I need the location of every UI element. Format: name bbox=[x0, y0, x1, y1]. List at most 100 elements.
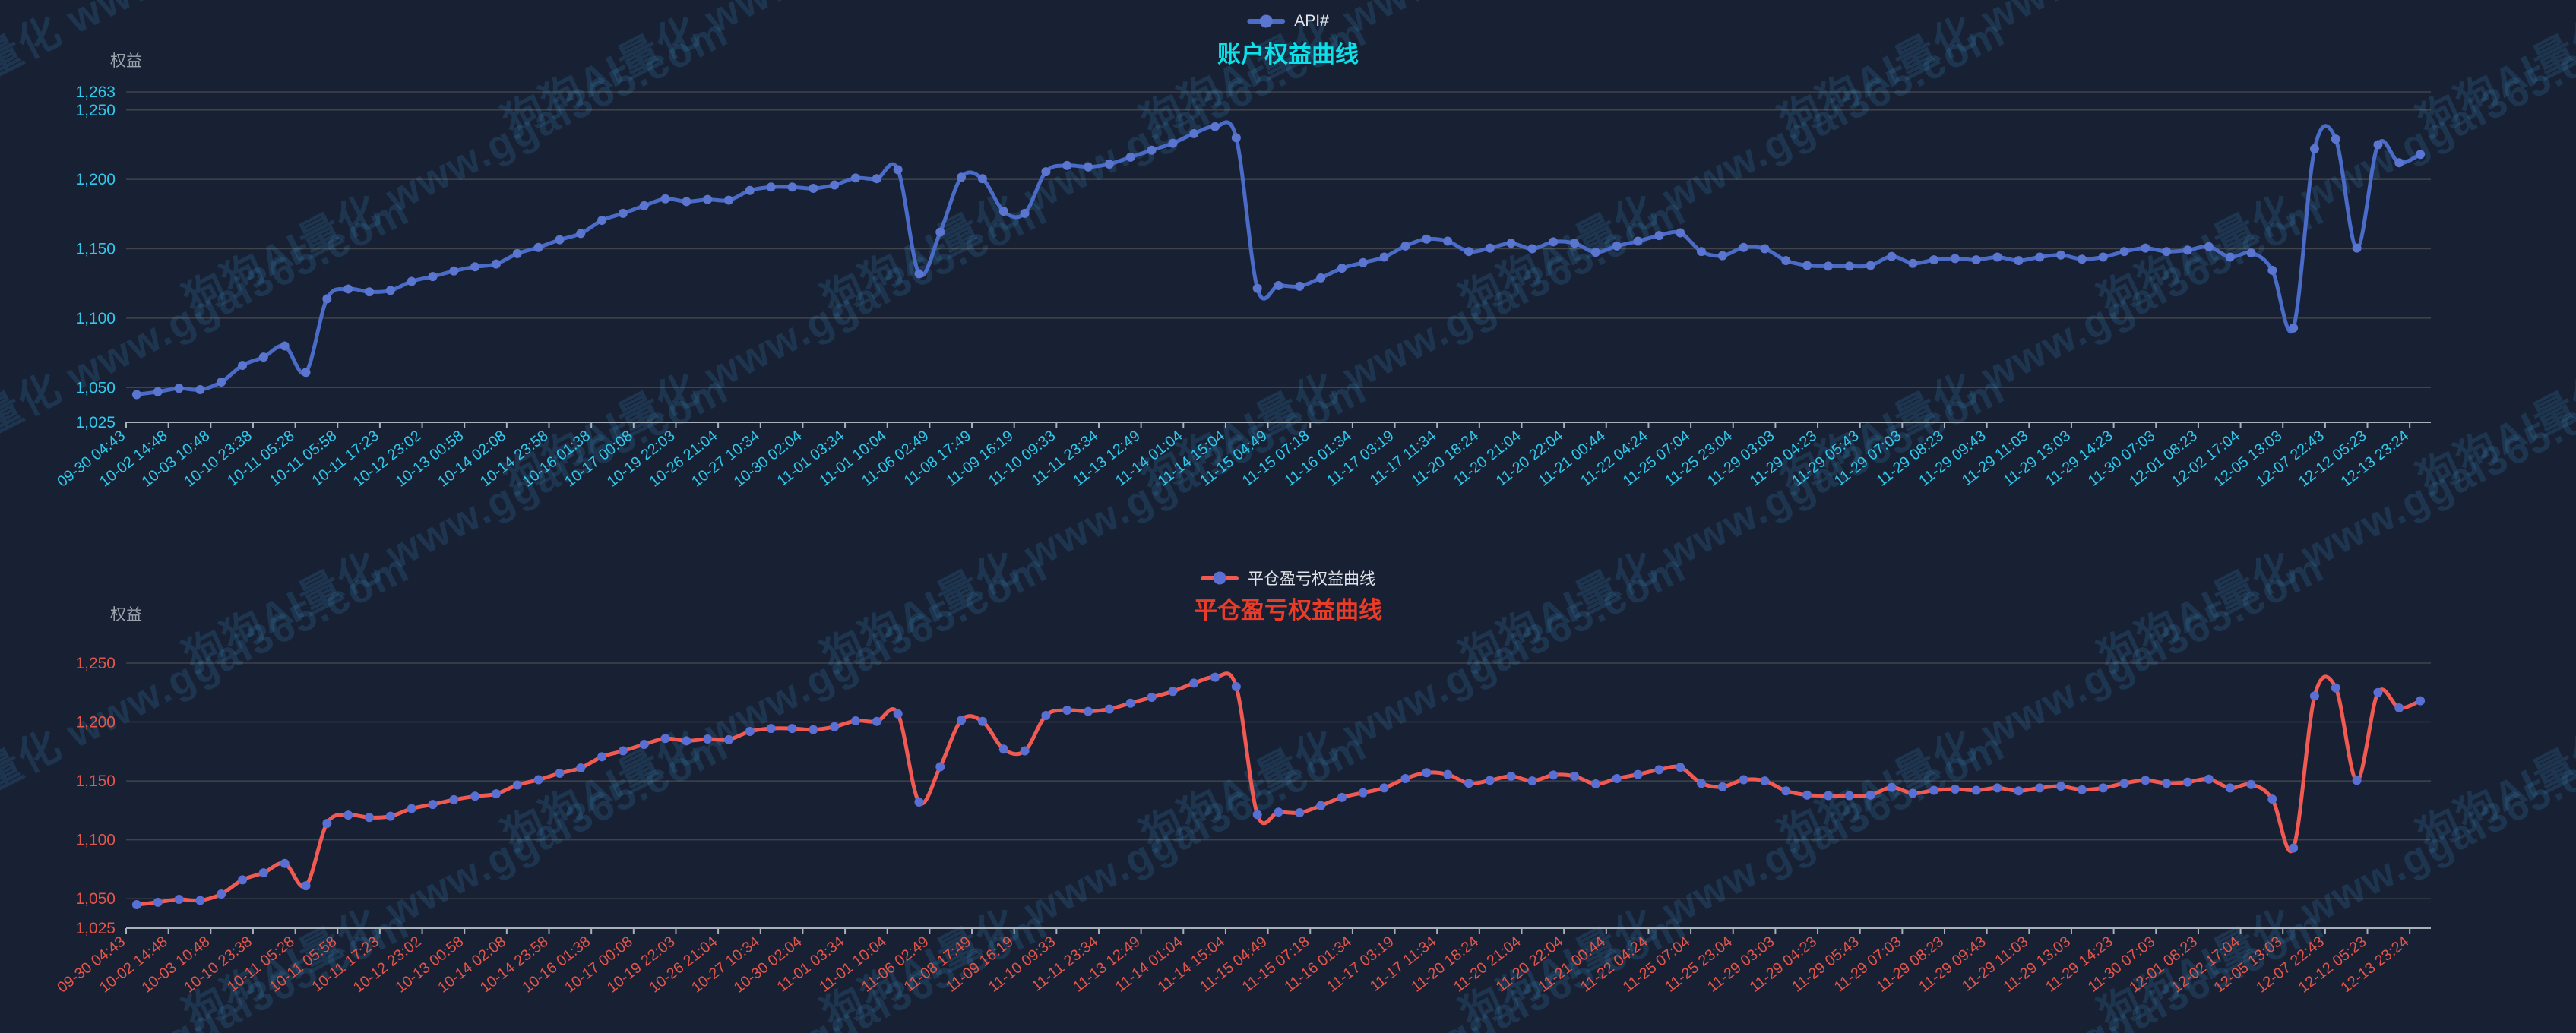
data-point[interactable] bbox=[2225, 252, 2235, 262]
data-point[interactable] bbox=[2394, 158, 2404, 168]
data-point[interactable] bbox=[2098, 783, 2108, 793]
data-point[interactable] bbox=[1717, 782, 1727, 791]
data-point[interactable] bbox=[576, 763, 586, 773]
data-point[interactable] bbox=[1147, 145, 1157, 155]
data-point[interactable] bbox=[1316, 801, 1326, 810]
data-point[interactable] bbox=[660, 194, 670, 204]
data-point[interactable] bbox=[1929, 785, 1939, 795]
data-point[interactable] bbox=[1231, 133, 1241, 143]
data-point[interactable] bbox=[301, 881, 311, 891]
data-point[interactable] bbox=[1760, 776, 1770, 786]
data-point[interactable] bbox=[2289, 843, 2299, 853]
data-point[interactable] bbox=[131, 390, 141, 400]
data-point[interactable] bbox=[660, 734, 670, 744]
data-point[interactable] bbox=[385, 286, 395, 295]
data-point[interactable] bbox=[1802, 261, 1812, 270]
data-point[interactable] bbox=[682, 736, 691, 746]
data-point[interactable] bbox=[428, 272, 438, 282]
data-point[interactable] bbox=[174, 384, 184, 393]
data-point[interactable] bbox=[2416, 150, 2426, 160]
data-point[interactable] bbox=[1084, 706, 1093, 716]
data-point[interactable] bbox=[1041, 167, 1051, 177]
data-point[interactable] bbox=[1168, 138, 1178, 148]
legend-item-closed-pnl[interactable]: 平仓盈亏权益曲线 bbox=[1201, 567, 1375, 589]
data-point[interactable] bbox=[639, 201, 649, 210]
data-point[interactable] bbox=[470, 791, 480, 801]
data-point[interactable] bbox=[2162, 779, 2172, 788]
data-point[interactable] bbox=[1549, 237, 1559, 247]
data-point[interactable] bbox=[2225, 783, 2235, 793]
data-point[interactable] bbox=[2035, 783, 2045, 793]
data-point[interactable] bbox=[1908, 788, 1918, 798]
data-point[interactable] bbox=[745, 185, 755, 195]
data-point[interactable] bbox=[1950, 784, 1960, 794]
data-point[interactable] bbox=[2098, 252, 2108, 262]
data-point[interactable] bbox=[682, 197, 691, 207]
data-point[interactable] bbox=[491, 789, 501, 799]
data-point[interactable] bbox=[1485, 776, 1495, 785]
data-point[interactable] bbox=[935, 762, 945, 772]
data-point[interactable] bbox=[1676, 228, 1685, 238]
data-point[interactable] bbox=[385, 811, 395, 821]
data-point[interactable] bbox=[1549, 770, 1559, 780]
data-point[interactable] bbox=[449, 266, 459, 276]
data-point[interactable] bbox=[2141, 243, 2150, 253]
data-point[interactable] bbox=[745, 726, 755, 736]
data-point[interactable] bbox=[1612, 774, 1622, 784]
data-point[interactable] bbox=[893, 165, 903, 175]
data-point[interactable] bbox=[1570, 239, 1580, 248]
data-point[interactable] bbox=[957, 172, 967, 182]
data-point[interactable] bbox=[1464, 779, 1473, 788]
data-point[interactable] bbox=[1844, 261, 1854, 271]
data-point[interactable] bbox=[1527, 244, 1537, 254]
data-point[interactable] bbox=[1866, 790, 1875, 800]
data-point[interactable] bbox=[809, 184, 818, 194]
data-point[interactable] bbox=[1590, 779, 1600, 788]
data-point[interactable] bbox=[1210, 672, 1220, 682]
data-point[interactable] bbox=[343, 284, 353, 294]
data-point[interactable] bbox=[1400, 774, 1410, 784]
data-point[interactable] bbox=[512, 780, 522, 790]
data-point[interactable] bbox=[1274, 280, 1283, 290]
data-point[interactable] bbox=[1316, 273, 1326, 283]
data-point[interactable] bbox=[1104, 160, 1114, 169]
data-point[interactable] bbox=[2352, 776, 2362, 785]
data-point[interactable] bbox=[914, 269, 924, 279]
data-point[interactable] bbox=[2394, 703, 2404, 712]
data-point[interactable] bbox=[1422, 768, 1432, 778]
data-point[interactable] bbox=[1887, 251, 1897, 261]
data-point[interactable] bbox=[1781, 786, 1791, 796]
data-point[interactable] bbox=[787, 182, 797, 192]
data-point[interactable] bbox=[428, 800, 438, 810]
data-point[interactable] bbox=[512, 248, 522, 258]
data-point[interactable] bbox=[1464, 247, 1473, 257]
data-point[interactable] bbox=[639, 740, 649, 750]
data-point[interactable] bbox=[2246, 779, 2256, 789]
data-point[interactable] bbox=[195, 385, 205, 395]
data-point[interactable] bbox=[2119, 247, 2129, 257]
data-point[interactable] bbox=[555, 235, 565, 245]
data-point[interactable] bbox=[2416, 696, 2426, 706]
data-point[interactable] bbox=[1717, 251, 1727, 261]
data-point[interactable] bbox=[153, 897, 163, 907]
data-point[interactable] bbox=[1084, 162, 1093, 172]
account-equity-plot[interactable]: 权益1,2631,2501,2001,1501,1001,0501,02509-… bbox=[54, 52, 2431, 491]
data-point[interactable] bbox=[809, 725, 818, 734]
data-point[interactable] bbox=[258, 868, 268, 878]
data-point[interactable] bbox=[364, 287, 374, 297]
data-point[interactable] bbox=[449, 794, 459, 804]
data-point[interactable] bbox=[1506, 771, 1516, 781]
data-point[interactable] bbox=[1125, 152, 1135, 162]
data-point[interactable] bbox=[724, 734, 734, 744]
data-point[interactable] bbox=[364, 813, 374, 823]
data-point[interactable] bbox=[1654, 231, 1664, 241]
data-point[interactable] bbox=[830, 180, 840, 190]
data-point[interactable] bbox=[2352, 243, 2362, 253]
data-point[interactable] bbox=[872, 174, 881, 184]
data-point[interactable] bbox=[407, 276, 416, 286]
data-point[interactable] bbox=[1168, 687, 1178, 697]
data-point[interactable] bbox=[1358, 257, 1368, 267]
data-point[interactable] bbox=[2373, 687, 2383, 697]
data-point[interactable] bbox=[1570, 771, 1580, 781]
